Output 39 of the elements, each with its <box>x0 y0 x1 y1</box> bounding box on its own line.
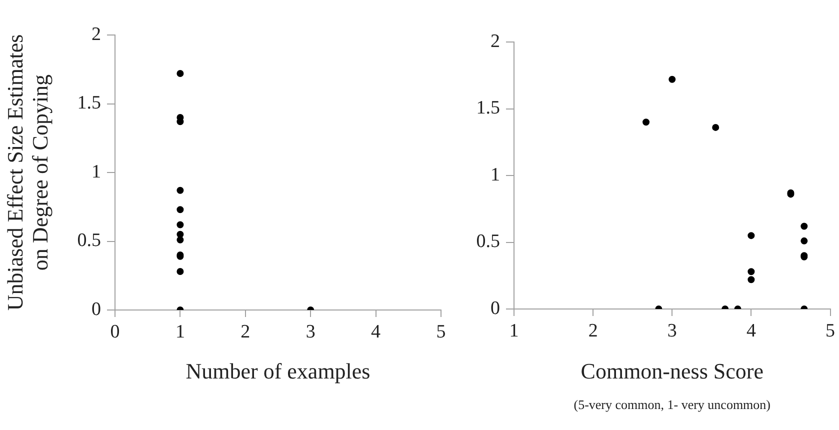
x-tick-label: 1 <box>175 321 185 342</box>
point <box>748 232 755 240</box>
point <box>748 268 755 276</box>
point <box>176 221 184 228</box>
x-tick-label: 2 <box>240 321 250 342</box>
y-tick-label: 1 <box>490 164 500 186</box>
point <box>668 76 676 83</box>
x-tick-label: 5 <box>436 321 446 342</box>
x-tick-label: 3 <box>667 320 677 342</box>
y-axis-title: Unbiased Effect Size Estimates on Degree of Copying <box>2 34 53 311</box>
y-tick-label: 0 <box>490 298 500 319</box>
y-tick-label: 2 <box>92 24 101 45</box>
x-tick-label: 3 <box>306 321 316 342</box>
text: (5-very common, 1- very uncommon) <box>574 396 771 412</box>
x-tick-label: 1 <box>509 320 519 342</box>
y-tick-label: 0.5 <box>476 231 500 252</box>
y-tick-label: 2 <box>490 30 500 52</box>
y-tick-label: 0.5 <box>77 230 101 252</box>
y-tick-label: 1.5 <box>77 92 101 114</box>
point <box>176 268 184 275</box>
point <box>712 124 720 131</box>
y-tick-label: 1.5 <box>476 98 500 119</box>
point <box>642 118 650 126</box>
point <box>748 276 755 284</box>
point <box>800 237 808 244</box>
y-tick-label: 0 <box>92 298 101 320</box>
point <box>176 206 184 214</box>
y-tick-label: 1 <box>92 161 101 182</box>
x-tick-label: 2 <box>588 320 598 342</box>
x-axis-title: Common-ness Score <box>580 358 764 384</box>
x-tick-label: 4 <box>746 320 756 342</box>
x-axis-title: Number of examples <box>186 358 370 384</box>
point <box>176 186 184 194</box>
point <box>176 70 184 77</box>
x-tick-label: 0 <box>110 321 120 342</box>
point <box>800 222 808 230</box>
x-tick-label: 4 <box>371 321 382 342</box>
point <box>176 236 184 244</box>
x-tick-label: 5 <box>826 320 835 342</box>
